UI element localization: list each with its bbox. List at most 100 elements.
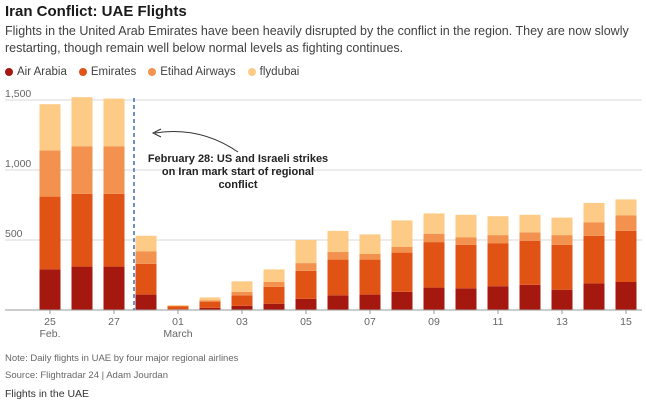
x-tick-label: 01: [172, 316, 184, 328]
y-tick-label: 1,500: [5, 88, 31, 100]
bar-segment-emirates: [487, 243, 509, 287]
bar-segment-air-arabia: [583, 283, 605, 310]
chart-source: Source: Flightradar 24 | Adam Jourdan: [5, 370, 169, 381]
bar-segment-etihad-airways: [359, 254, 381, 260]
bar-segment-emirates: [71, 193, 93, 267]
bar-segment-emirates: [39, 196, 61, 270]
bar-segment-air-arabia: [519, 284, 541, 310]
bar-segment-flydubai: [327, 230, 349, 252]
bar-segment-flydubai: [263, 269, 285, 282]
bar-segment-etihad-airways: [327, 251, 349, 260]
legend-swatch-air-arabia: [5, 68, 13, 76]
bar-segment-air-arabia: [359, 294, 381, 310]
legend-item-etihad-airways: Etihad Airways: [148, 66, 236, 78]
bar-segment-etihad-airways: [39, 150, 61, 197]
bar-segment-air-arabia: [295, 298, 317, 310]
bar-segment-flydubai: [551, 217, 573, 236]
chart-subtitle: Flights in the United Arab Emirates have…: [5, 24, 629, 55]
bar-segment-air-arabia: [423, 287, 445, 310]
bar-segment-etihad-airways: [615, 215, 637, 231]
bar-segment-air-arabia: [135, 294, 157, 310]
bar-segment-flydubai: [487, 216, 509, 236]
legend-swatch-etihad-airways: [148, 68, 157, 76]
bar-segment-air-arabia: [199, 307, 221, 310]
y-tick-label: 500: [5, 228, 23, 240]
bar-segment-air-arabia: [103, 266, 125, 310]
bar-segment-etihad-airways: [199, 300, 221, 302]
legend-label-emirates: Emirates: [90, 66, 137, 78]
x-tick-sublabel: March: [163, 328, 192, 340]
bar-segment-emirates: [615, 230, 637, 282]
legend-swatch-emirates: [78, 68, 87, 76]
annotation-text-line: conflict: [218, 179, 257, 191]
x-tick-label: 15: [620, 316, 632, 328]
chart-note: Note: Daily flights in UAE by four major…: [5, 353, 239, 364]
bar-segment-emirates: [103, 193, 125, 267]
chart-title: Iran Conflict: UAE Flights: [5, 3, 187, 20]
x-tick-label: 13: [556, 316, 568, 328]
x-tick-label: 07: [364, 316, 376, 328]
bar-segment-etihad-airways: [423, 233, 445, 243]
bar-segment-etihad-airways: [455, 237, 477, 245]
bar-segment-etihad-airways: [135, 251, 157, 264]
bar-segment-flydubai: [519, 214, 541, 233]
bar-segment-emirates: [551, 244, 573, 290]
bar-segment-etihad-airways: [71, 146, 93, 194]
bar-segment-air-arabia: [615, 282, 637, 310]
bar-segment-flydubai: [199, 297, 221, 301]
bar-segment-etihad-airways: [295, 263, 317, 271]
bar-segment-flydubai: [135, 235, 157, 252]
bar-segment-air-arabia: [391, 291, 413, 310]
bar-segment-emirates: [391, 252, 413, 292]
bar-segment-emirates: [519, 240, 541, 285]
bar-segment-emirates: [455, 244, 477, 289]
bar-segment-air-arabia: [487, 286, 509, 310]
legend-item-emirates: Emirates: [78, 66, 137, 78]
bar-segment-flydubai: [391, 220, 413, 247]
legend: Air Arabia Emirates Etihad Airways flydu…: [5, 66, 299, 78]
legend-item-flydubai: flydubai: [247, 66, 300, 78]
bar-segment-etihad-airways: [263, 282, 285, 287]
annotation-text-line: on Iran mark start of regional: [162, 166, 314, 178]
bar-segment-flydubai: [167, 305, 189, 306]
bar-segment-emirates: [231, 295, 253, 306]
x-tick-label: 25: [44, 316, 56, 328]
bar-segment-emirates: [583, 235, 605, 284]
x-tick-label: 09: [428, 316, 440, 328]
bar-segment-emirates: [167, 306, 189, 310]
bar-segment-etihad-airways: [487, 235, 509, 244]
bar-segment-etihad-airways: [551, 235, 573, 245]
legend-label-etihad-airways: Etihad Airways: [160, 66, 236, 78]
bar-segment-air-arabia: [39, 269, 61, 310]
bar-segment-air-arabia: [71, 266, 93, 310]
bar-segment-etihad-airways: [519, 232, 541, 241]
bar-segment-emirates: [263, 286, 285, 304]
bar-segment-etihad-airways: [167, 305, 189, 307]
bar-segment-air-arabia: [327, 295, 349, 310]
bar-segment-flydubai: [583, 202, 605, 223]
bar-segment-emirates: [327, 259, 349, 296]
x-tick-label: 11: [493, 316, 504, 328]
bar-segment-flydubai: [103, 98, 125, 147]
bar-segment-flydubai: [615, 199, 637, 216]
chart-footer: Flights in the UAE: [5, 388, 90, 400]
legend-label-flydubai: flydubai: [259, 66, 300, 78]
x-tick-sublabel: Feb.: [39, 328, 60, 340]
bar-segment-emirates: [423, 242, 445, 288]
bar-segment-flydubai: [423, 213, 445, 234]
bar-segment-flydubai: [39, 104, 61, 151]
y-tick-label: 1,000: [5, 158, 31, 170]
bar-segment-emirates: [359, 259, 381, 295]
annotation-text-line: February 28: US and Israeli strikes: [148, 153, 328, 165]
bar-segment-etihad-airways: [583, 222, 605, 236]
bar-segment-air-arabia: [455, 288, 477, 310]
legend-swatch-flydubai: [247, 68, 256, 76]
bar-segment-etihad-airways: [103, 146, 125, 194]
bar-segment-etihad-airways: [391, 247, 413, 253]
bar-segment-flydubai: [71, 97, 93, 147]
annotation-arrowhead: [151, 128, 162, 138]
legend-label-air-arabia: Air Arabia: [17, 66, 67, 78]
bar-segment-etihad-airways: [231, 291, 253, 296]
legend-item-air-arabia: Air Arabia: [5, 66, 67, 78]
